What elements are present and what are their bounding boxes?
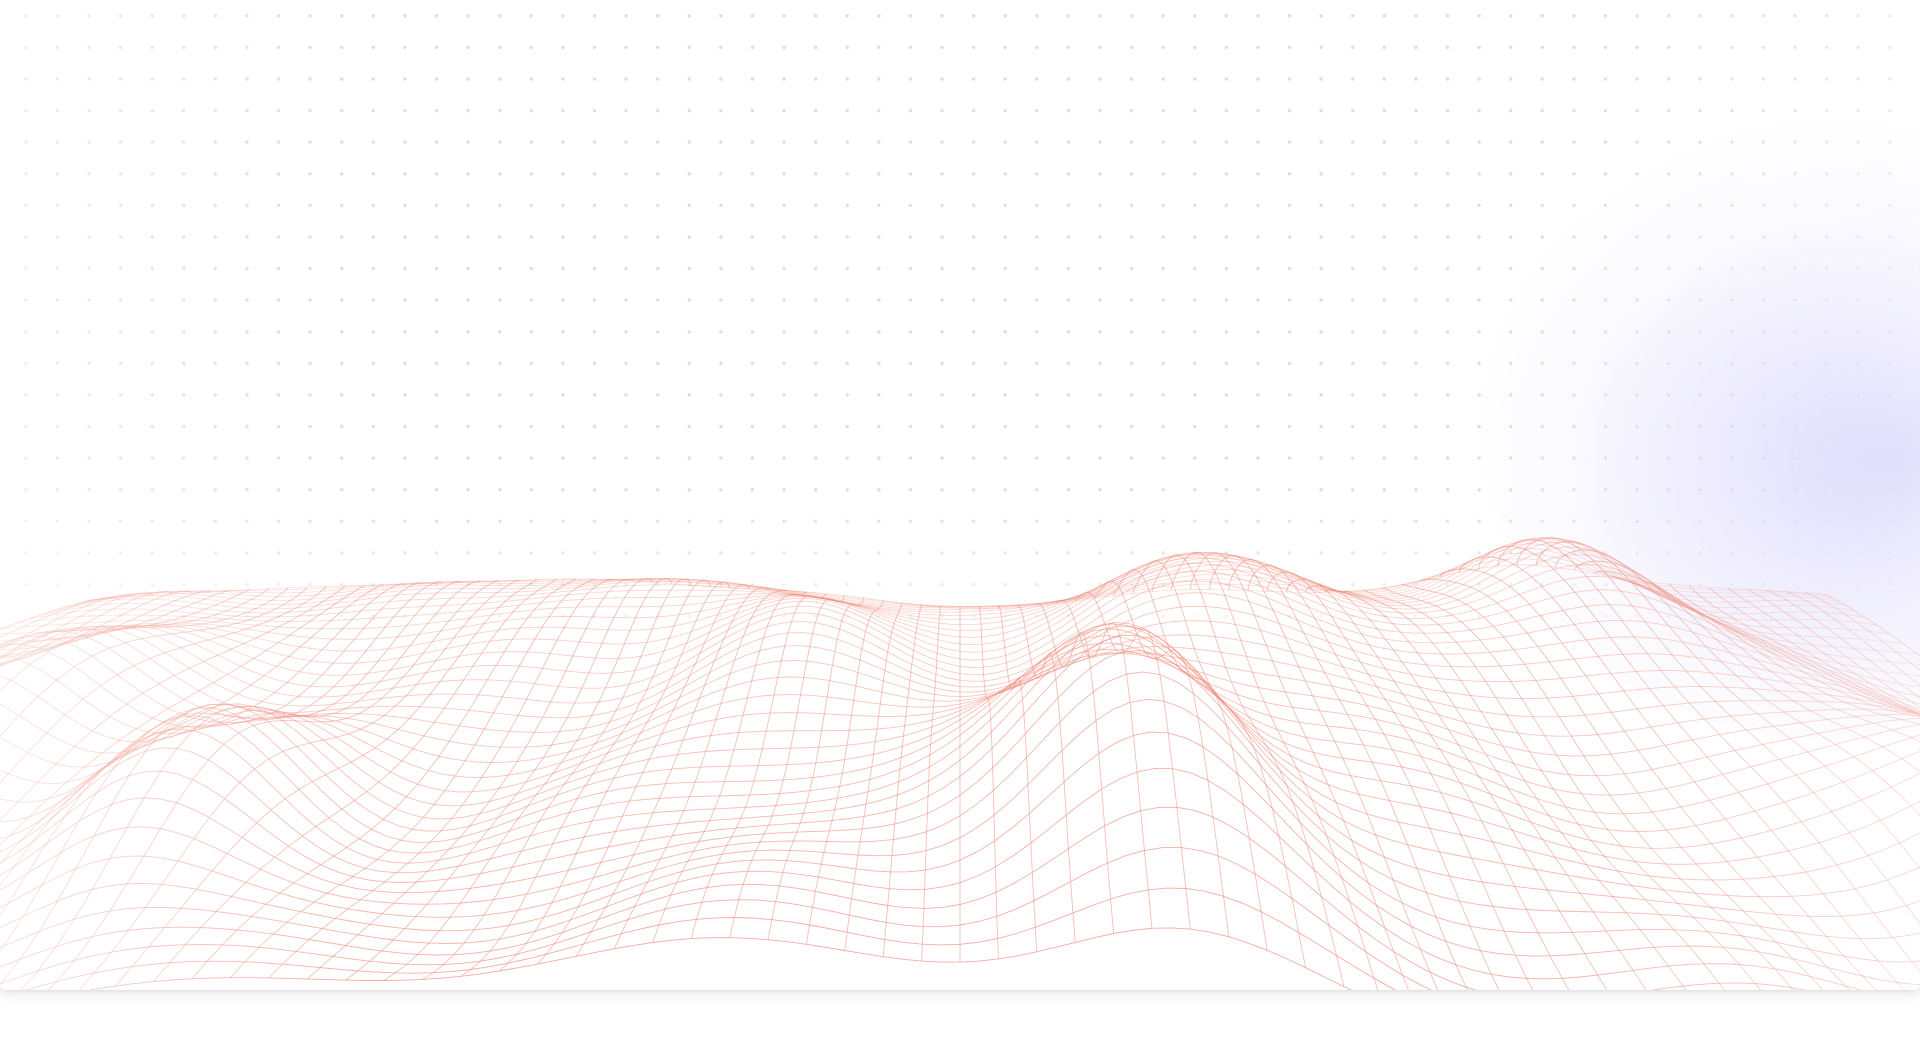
mesh-side-fade [0,0,1920,990]
hero-canvas [0,0,1920,990]
wireframe-terrain [0,0,1920,990]
